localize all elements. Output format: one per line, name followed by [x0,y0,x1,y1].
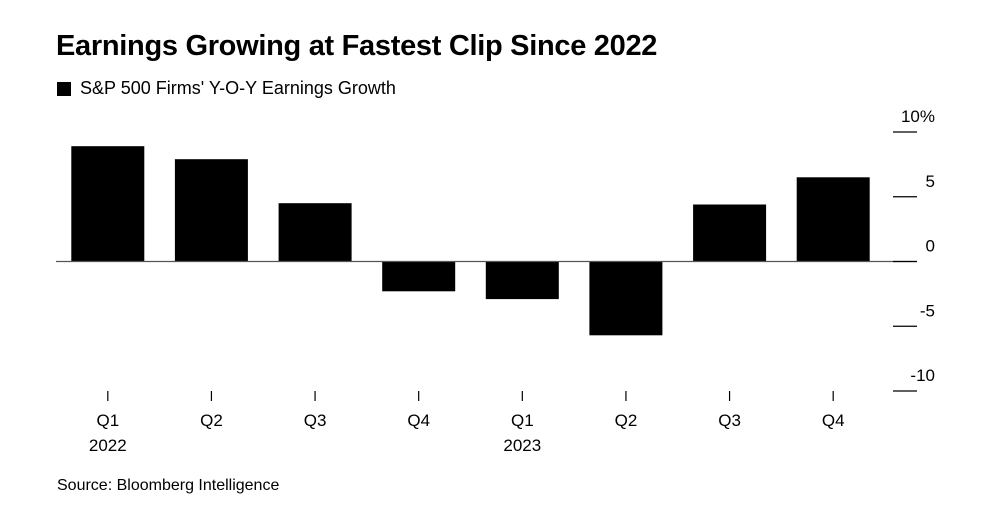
x-tick-label: Q3 [304,411,327,430]
x-tick-label: Q4 [407,411,430,430]
legend: S&P 500 Firms' Y-O-Y Earnings Growth [57,78,396,99]
bar [485,261,559,300]
bar [796,177,870,262]
chart-title: Earnings Growing at Fastest Clip Since 2… [56,30,658,62]
x-tick-label: Q2 [200,411,223,430]
y-tick-label: -10 [910,366,935,385]
bar [71,146,145,262]
y-tick-label: -5 [920,301,935,320]
source-note: Source: Bloomberg Intelligence [57,477,280,494]
x-year-label: 2022 [89,436,127,455]
x-tick-label: Q1 [511,411,534,430]
bar [174,159,248,262]
bar [693,204,767,262]
legend-swatch [57,81,71,96]
x-tick-label: Q2 [615,411,638,430]
y-tick-label: 10% [901,107,935,126]
x-year-label: 2023 [503,436,541,455]
y-tick-label: 0 [926,237,935,256]
bar [589,261,663,336]
y-tick-label: 5 [926,172,935,191]
x-tick-label: Q1 [96,411,119,430]
bar [278,203,352,262]
legend-label: S&P 500 Firms' Y-O-Y Earnings Growth [80,78,396,98]
x-tick-label: Q4 [822,411,845,430]
x-tick-label: Q3 [718,411,741,430]
bar [382,261,456,292]
